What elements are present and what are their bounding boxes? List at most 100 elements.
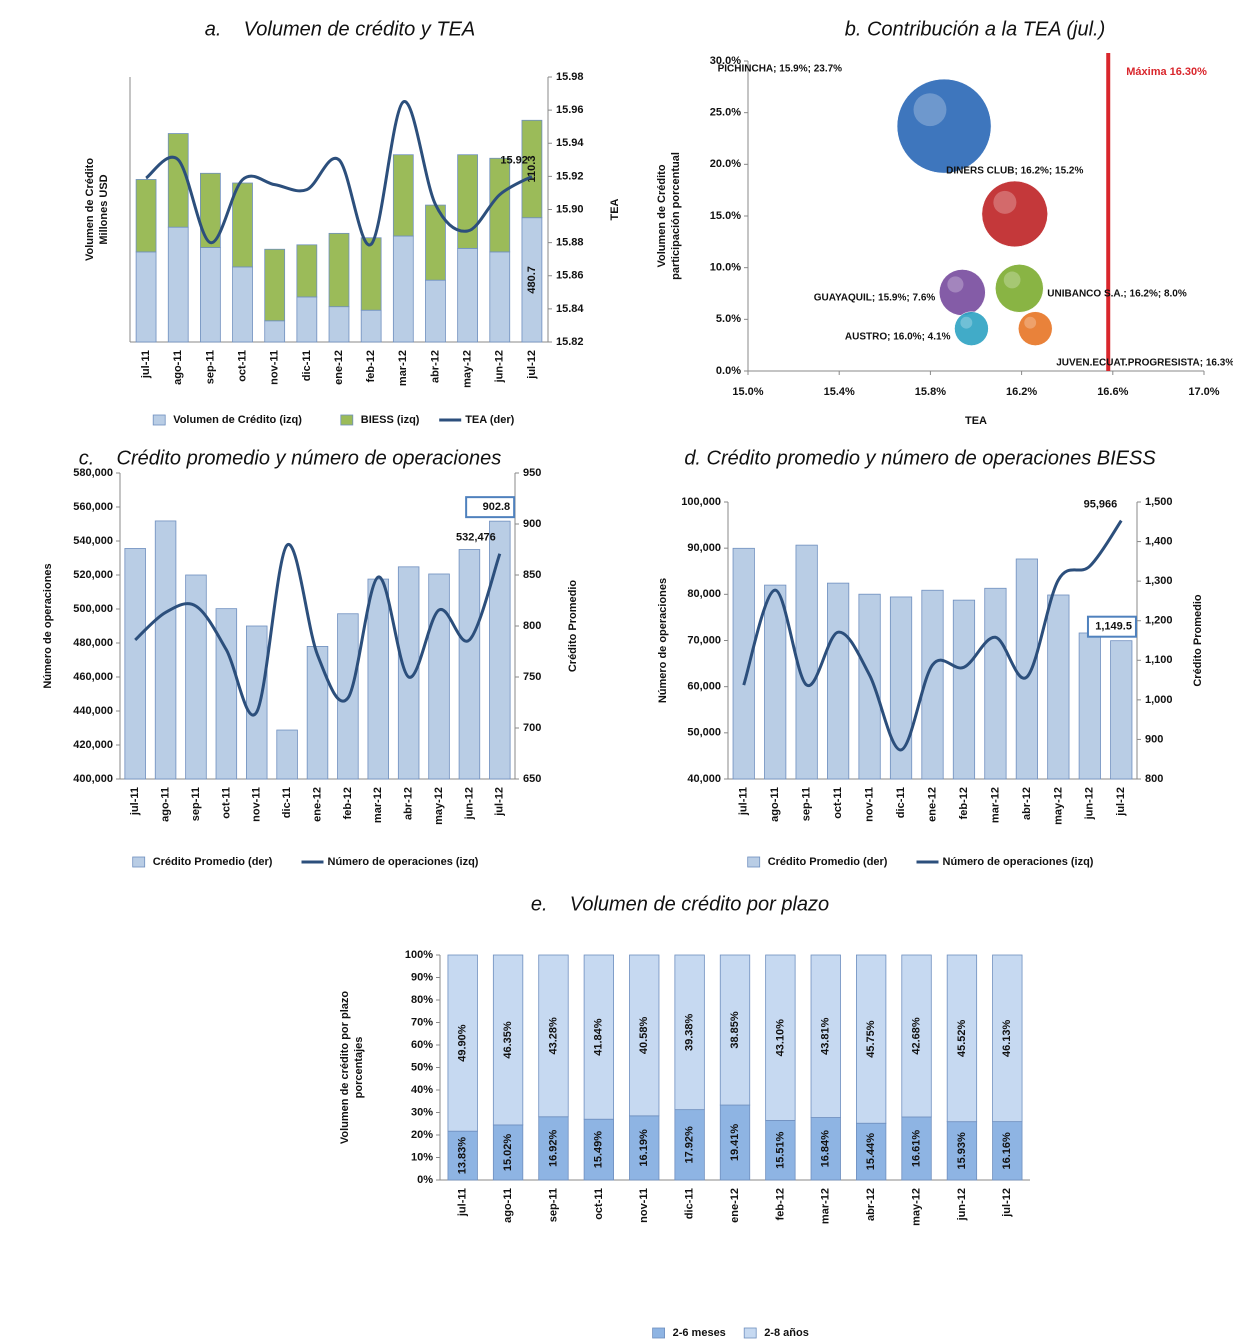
bar [367,578,390,780]
bar [795,544,818,780]
y2-tick-label: 15.92 [556,170,584,182]
bubble [981,180,1048,248]
bubble-highlight [947,276,964,293]
bar [946,954,978,1123]
bar [167,226,189,343]
x-tick-label: 15.4% [824,386,855,398]
y2-tick-label: 15.84 [556,303,584,315]
bar [457,247,478,343]
annotation: Máxima 16.30% [1126,66,1207,78]
chart-title: a. Volumen de crédito y TEA [205,18,476,40]
bar [765,1120,796,1181]
data-label: 16.92% [547,1130,559,1168]
bubble-highlight [1003,271,1021,289]
bar [921,589,944,780]
x-tick-label: jul-11 [140,350,152,379]
x-tick-label: mar-12 [397,350,409,386]
y2-tick-label: 1,500 [1145,496,1173,508]
x-tick-label: ene-12 [926,787,938,822]
bar [215,608,238,780]
y2-tick-label: 800 [1145,773,1163,785]
y-tick-label: 50% [411,1061,433,1073]
bar [489,520,511,780]
data-label: 15.51% [774,1131,786,1169]
x-tick-label: oct-11 [236,350,248,382]
bar [901,1116,932,1181]
bar [264,320,286,343]
x-tick-label: jul-12 [526,350,538,380]
bar [306,646,329,780]
y-tick-label: 100% [405,949,433,961]
bar [200,172,221,248]
data-label: 43.28% [547,1017,559,1055]
y-tick-label: 420,000 [73,739,113,751]
x-tick-label: feb-12 [365,350,377,382]
bar [858,593,881,780]
bar [185,574,207,780]
y-tick-label: 60% [411,1039,433,1051]
bar [360,309,382,343]
y2-tick-label: 15.98 [556,71,584,83]
y-tick-label: 40% [411,1084,433,1096]
x-tick-label: may-12 [910,1188,922,1226]
bar [856,1122,887,1181]
data-label: 49.90% [457,1024,469,1062]
y-tick-label: 20% [411,1129,433,1141]
bar [538,1116,569,1181]
y2-tick-label: 750 [523,671,541,683]
data-label: UNIBANCO S.A.; 16.2%; 8.0% [1047,289,1187,300]
bar [992,954,1023,1123]
line [145,100,533,247]
y-tick-label: 50,000 [687,727,721,739]
data-label: 46.35% [502,1021,514,1059]
y2-tick-label: 1,300 [1145,575,1173,587]
y-tick-label: 580,000 [73,467,113,479]
y-axis-title: porcentajes [353,1037,365,1099]
bar [276,729,298,780]
y2-axis-title: TEA [609,198,621,220]
legend-label: Número de operaciones (izq) [943,856,1094,868]
y-tick-label: 10% [411,1151,433,1163]
data-label: 1,149.5 [1095,621,1132,633]
x-tick-label: ago-11 [159,787,171,822]
legend-swatch [132,856,146,868]
bar [719,1104,751,1181]
data-label: 16.61% [910,1130,922,1168]
bubble-highlight [1024,316,1037,329]
bar [583,1118,614,1181]
x-tick-label: abr-12 [1021,787,1033,820]
x-tick-label: sep-11 [801,787,813,821]
y-tick-label: 400,000 [73,773,113,785]
x-tick-label: feb-12 [958,787,970,819]
data-label: 95,966 [1084,499,1118,511]
y2-tick-label: 650 [523,773,541,785]
x-tick-label: abr-12 [429,350,441,383]
x-tick-label: oct-11 [832,787,844,819]
bubble [896,78,992,174]
data-label: DINERS CLUB; 16.2%; 15.2% [946,166,1083,177]
x-tick-label: ene-12 [729,1188,741,1223]
x-tick-label: jul-11 [457,1188,469,1217]
data-label: 39.38% [684,1013,696,1051]
bar [428,573,450,780]
legend-swatch [652,1327,665,1339]
bubble [939,269,986,316]
data-label: 15.93% [956,1132,968,1170]
bubble [954,311,989,346]
legend-label: Número de operaciones (izq) [328,856,479,868]
bar [889,596,913,780]
y-tick-label: 70% [411,1016,433,1028]
x-tick-label: ago-11 [769,787,781,822]
y2-tick-label: 800 [523,620,541,632]
y-tick-label: 0% [417,1174,433,1186]
bar [154,520,177,780]
data-label: 19.41% [729,1124,741,1162]
line [134,543,502,717]
bar [764,584,787,780]
y2-tick-label: 1,400 [1145,535,1173,547]
chart-title: d. Crédito promedio y número de operacio… [684,447,1156,469]
bubble-highlight [993,190,1017,214]
x-tick-label: may-12 [1052,787,1064,825]
bar [827,582,850,780]
legend-swatch [340,414,354,426]
